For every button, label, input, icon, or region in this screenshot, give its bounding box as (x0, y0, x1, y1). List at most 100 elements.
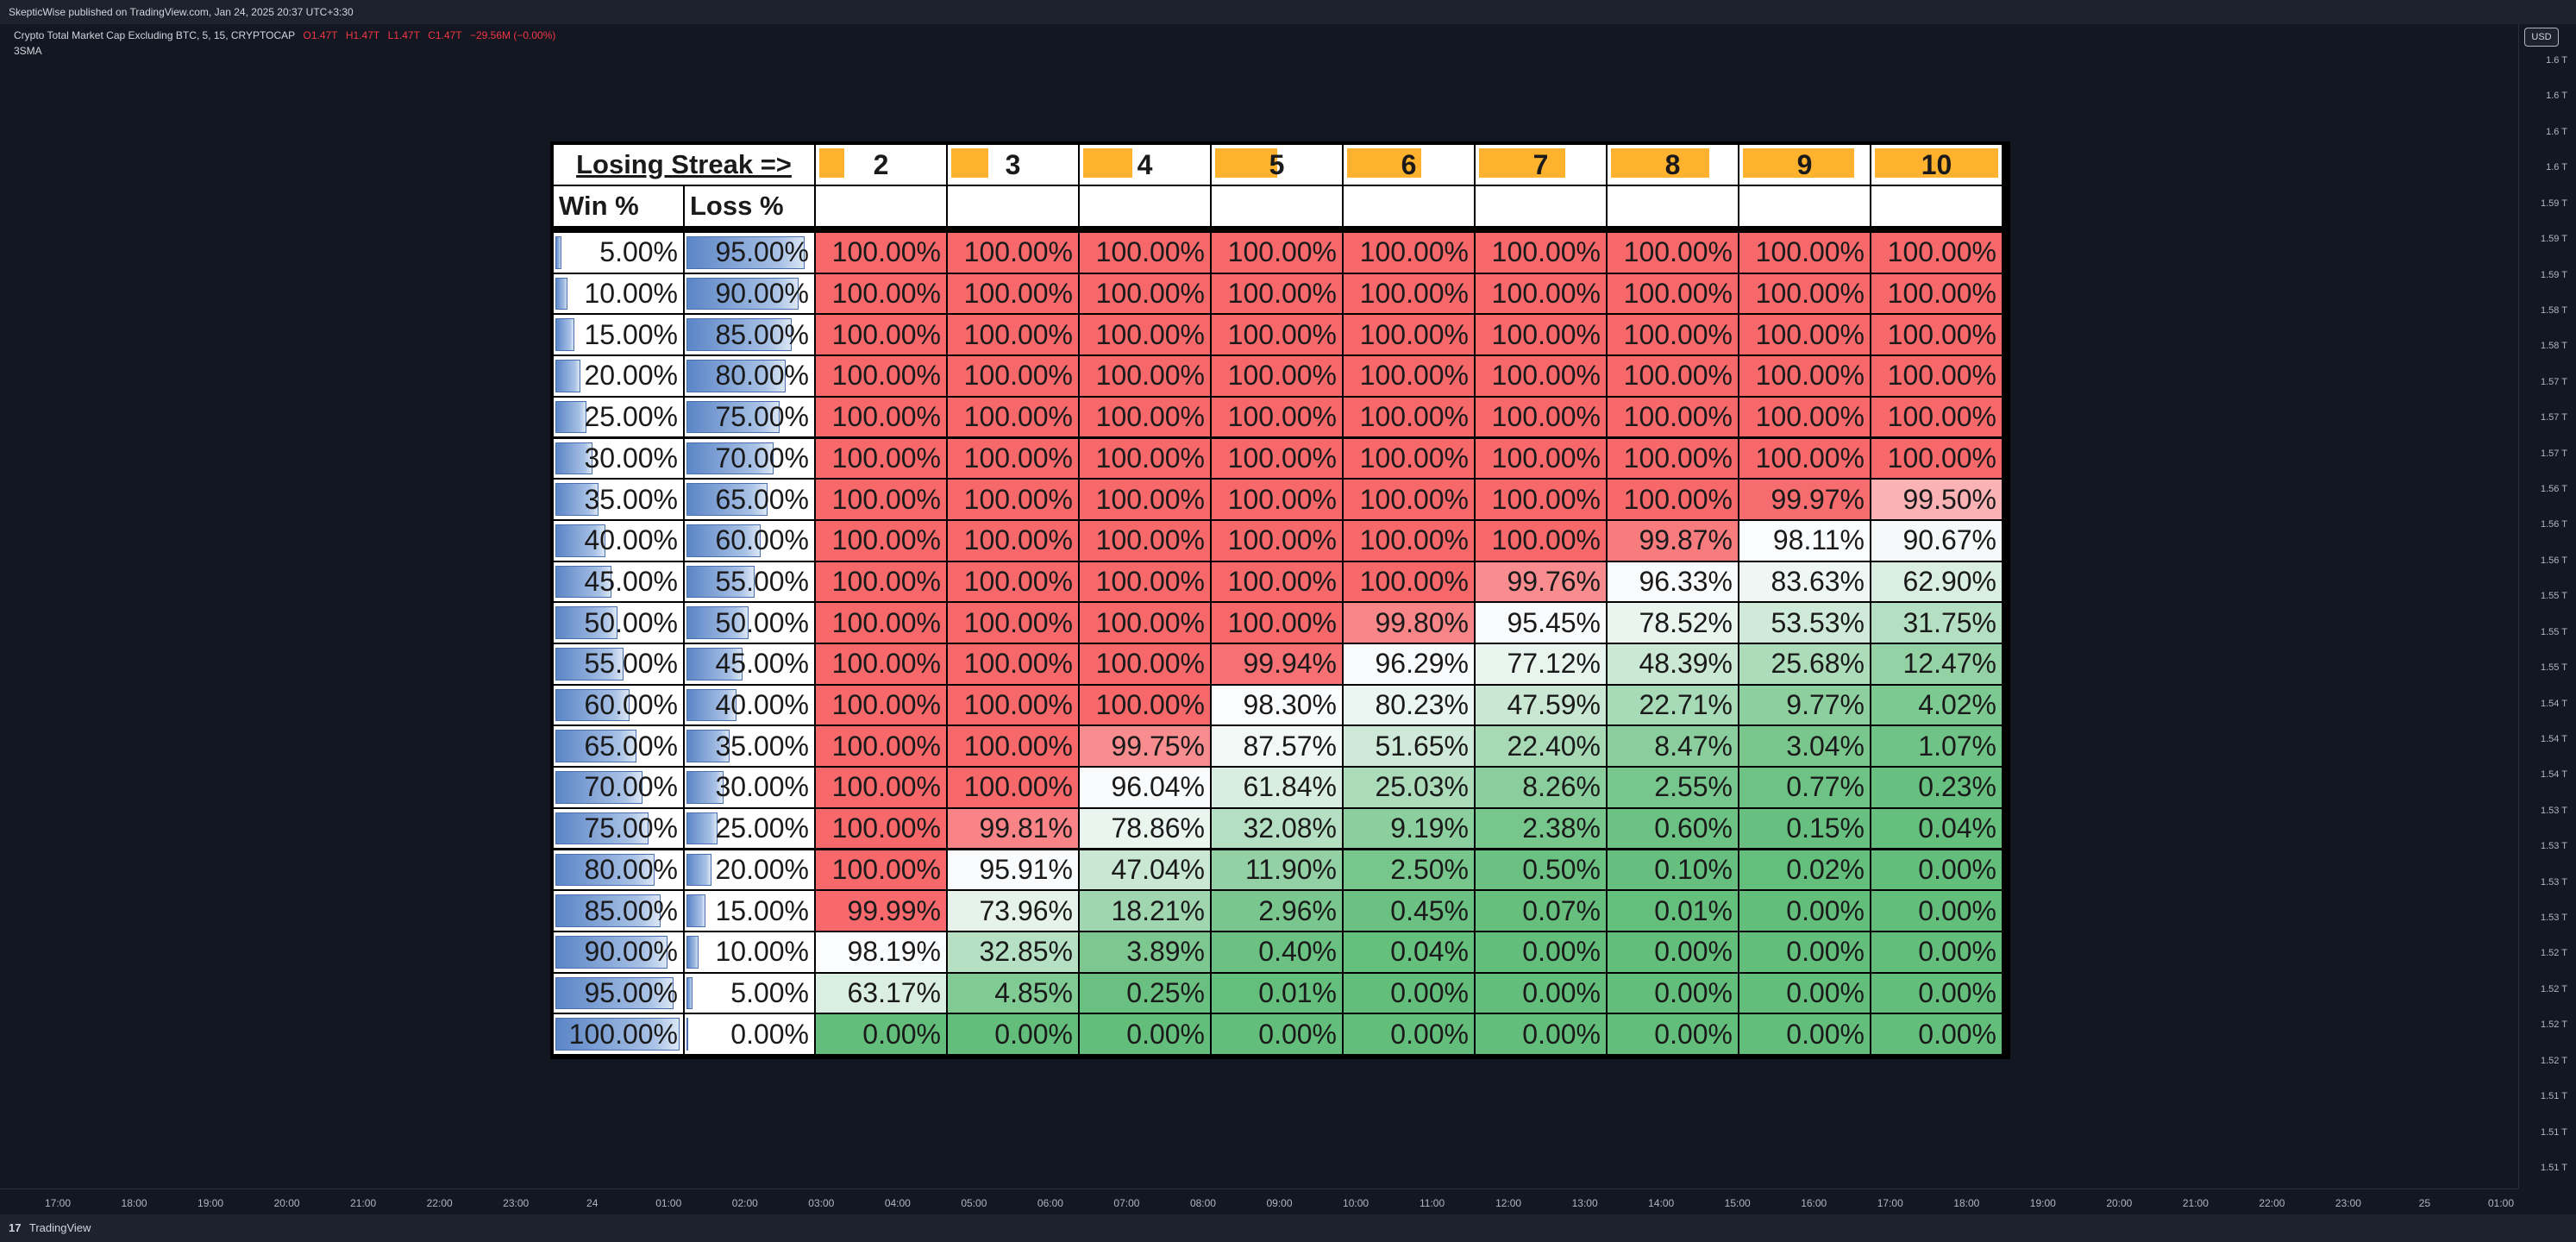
probability-cell: 99.81% (948, 808, 1078, 849)
blank-header-cell (1871, 186, 2002, 226)
loss-databar (686, 730, 730, 763)
win-pct-cell: 15.00% (554, 315, 683, 355)
loss-pct-cell: 10.00% (685, 932, 814, 972)
probability-cell: 100.00% (1739, 356, 1870, 396)
price-tick: 1.53 T (2541, 841, 2567, 852)
price-tick: 1.52 T (2541, 948, 2567, 959)
probability-cell: 100.00% (1080, 520, 1210, 561)
streak-bar (1875, 148, 1998, 178)
probability-cell: 0.00% (1344, 1014, 1474, 1054)
probability-cell: 48.39% (1608, 644, 1738, 684)
probability-cell: 0.00% (948, 1014, 1078, 1054)
win-pct-cell: 60.00% (554, 685, 683, 725)
win-databar (555, 565, 611, 599)
probability-cell: 25.68% (1739, 644, 1870, 684)
win-pct-value: 30.00% (584, 442, 678, 474)
probability-cell: 100.00% (816, 808, 946, 849)
win-databar (555, 442, 593, 475)
tradingview-brand[interactable]: TradingView (28, 1221, 91, 1234)
probability-cell: 53.53% (1739, 603, 1870, 643)
streak-header: 6 (1344, 145, 1474, 185)
probability-cell: 100.00% (1476, 480, 1606, 519)
probability-cell: 100.00% (816, 726, 946, 767)
price-tick: 1.57 T (2541, 448, 2567, 459)
indicator-label[interactable]: 3SMA (14, 45, 42, 57)
probability-cell: 0.00% (1871, 891, 2002, 931)
probability-cell: 100.00% (1476, 356, 1606, 396)
streak-number: 6 (1401, 148, 1417, 180)
time-tick: 20:00 (2106, 1197, 2133, 1209)
price-tick: 1.54 T (2541, 698, 2567, 709)
win-pct-value: 45.00% (584, 565, 678, 597)
time-axis[interactable]: 17:00 18:00 19:00 20:00 21:00 22:00 23:00 24 01:… (0, 1189, 2518, 1214)
win-pct-cell: 55.00% (554, 644, 683, 684)
probability-cell: 0.04% (1871, 808, 2002, 849)
probability-cell: 96.29% (1344, 644, 1474, 684)
time-tick: 03:00 (808, 1197, 835, 1209)
price-tick: 1.56 T (2541, 555, 2567, 566)
loss-pct-cell: 0.00% (685, 1014, 814, 1054)
price-tick: 1.6 T (2546, 162, 2567, 173)
time-tick: 17:00 (44, 1197, 72, 1209)
probability-cell: 100.00% (1080, 233, 1210, 273)
probability-cell: 100.00% (948, 438, 1078, 479)
probability-cell: 99.87% (1608, 520, 1738, 561)
loss-pct-cell: 80.00% (685, 356, 814, 396)
streak-header: 2 (816, 145, 946, 185)
loss-pct-value: 5.00% (730, 976, 809, 1008)
probability-cell: 100.00% (948, 273, 1078, 314)
blank-header-cell (1476, 186, 1606, 226)
win-pct-cell: 85.00% (554, 891, 683, 931)
time-tick: 01:00 (2487, 1197, 2515, 1209)
price-tick: 1.54 T (2541, 769, 2567, 781)
price-tick: 1.56 T (2541, 484, 2567, 495)
tradingview-logo-icon[interactable]: 17 (9, 1221, 22, 1234)
loss-pct-value: 40.00% (715, 689, 809, 721)
time-tick: 09:00 (1266, 1197, 1293, 1209)
probability-cell: 100.00% (1344, 233, 1474, 273)
probability-cell: 100.00% (1871, 273, 2002, 314)
probability-cell: 100.00% (816, 438, 946, 479)
probability-cell: 100.00% (948, 315, 1078, 355)
win-pct-cell: 25.00% (554, 397, 683, 437)
price-tick: 1.55 T (2541, 591, 2567, 602)
probability-cell: 100.00% (816, 603, 946, 643)
streak-header: 5 (1212, 145, 1342, 185)
probability-cell: 99.99% (816, 891, 946, 931)
streak-header: 3 (948, 145, 1078, 185)
loss-pct-value: 70.00% (715, 442, 809, 474)
time-tick: 05:00 (961, 1197, 987, 1209)
price-axis[interactable]: 1.6 T 1.6 T 1.6 T 1.6 T 1.59 T 1.59 T 1.59 T 1.… (2518, 24, 2576, 1189)
probability-cell: 100.00% (1608, 397, 1738, 437)
loss-databar (686, 688, 736, 722)
loss-databar (686, 648, 743, 681)
loss-databar (686, 894, 705, 927)
probability-cell: 100.00% (948, 726, 1078, 767)
probability-cell: 100.00% (1871, 356, 2002, 396)
probability-cell: 100.00% (948, 233, 1078, 273)
probability-cell: 100.00% (816, 520, 946, 561)
probability-cell: 100.00% (1476, 397, 1606, 437)
probability-cell: 100.00% (1080, 273, 1210, 314)
win-pct-value: 40.00% (584, 524, 678, 556)
symbol-title[interactable]: Crypto Total Market Cap Excluding BTC, 5… (14, 29, 296, 41)
probability-cell: 0.00% (1080, 1014, 1210, 1054)
probability-cell: 0.15% (1739, 808, 1870, 849)
loss-pct-cell: 90.00% (685, 273, 814, 314)
probability-cell: 25.03% (1344, 768, 1474, 807)
blank-header-cell (1212, 186, 1342, 226)
loss-pct-cell: 75.00% (685, 397, 814, 437)
price-tick: 1.59 T (2541, 234, 2567, 245)
time-tick: 23:00 (503, 1197, 530, 1209)
currency-button[interactable]: USD (2524, 28, 2559, 47)
win-databar (555, 812, 649, 845)
probability-cell: 12.47% (1871, 644, 2002, 684)
probability-cell: 9.77% (1739, 685, 1870, 725)
probability-cell: 0.00% (1871, 1014, 2002, 1054)
blank-header-cell (816, 186, 946, 226)
price-tick: 1.53 T (2541, 805, 2567, 816)
win-pct-value: 55.00% (584, 648, 678, 680)
probability-cell: 78.52% (1608, 603, 1738, 643)
win-databar (555, 277, 568, 310)
price-tick: 1.51 T (2541, 1163, 2567, 1173)
